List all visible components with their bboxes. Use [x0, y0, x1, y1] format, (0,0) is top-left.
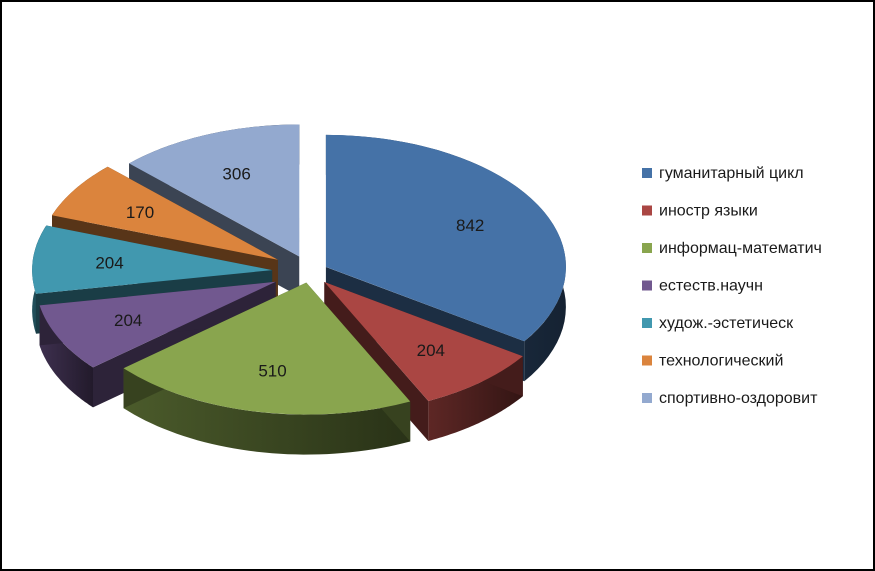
legend-swatch — [642, 280, 652, 291]
pie-slice-2 — [123, 282, 411, 415]
legend-swatch — [642, 318, 652, 328]
legend-entry: естеств.научн — [659, 278, 763, 295]
legend-swatch — [642, 355, 652, 366]
data-label: 204 — [95, 254, 123, 273]
pie-slice-4 — [32, 225, 273, 294]
pie-slice-6 — [129, 124, 300, 257]
slice-side — [123, 368, 411, 455]
legend-entry: гуманитарный цикл — [659, 165, 804, 182]
legend-entry: технологический — [659, 353, 783, 370]
pie-tops — [32, 124, 566, 415]
data-label: 842 — [456, 216, 484, 235]
legend-swatch — [642, 168, 652, 178]
pie-slice-0 — [325, 134, 566, 342]
legend-entry: информац-математич — [659, 240, 822, 257]
legend-entry: спортивно-оздоровит — [659, 390, 818, 407]
data-label: 510 — [258, 361, 286, 380]
data-labels: 842 204 510 204 204 170 306 — [95, 165, 484, 381]
legend-swatch — [642, 393, 652, 403]
legend: гуманитарный цикл иностр языки информац-ма… — [642, 165, 822, 407]
pie-slice-3 — [39, 281, 276, 368]
data-label: 170 — [126, 203, 154, 222]
data-label: 306 — [222, 165, 250, 184]
legend-entry: иностр языки — [659, 203, 758, 220]
pie-slice-1 — [324, 282, 523, 401]
legend-entry: худож.-эстетическ — [659, 315, 794, 332]
legend-swatch — [642, 205, 652, 216]
slice-side — [39, 305, 93, 408]
pie-slice-5 — [52, 166, 278, 260]
data-label: 204 — [114, 311, 142, 330]
data-label: 204 — [417, 341, 445, 360]
legend-swatch — [642, 243, 652, 253]
